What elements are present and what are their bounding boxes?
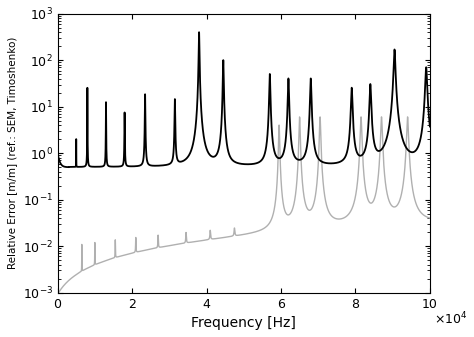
Text: $\times 10^4$: $\times 10^4$ (434, 311, 467, 327)
Y-axis label: Relative Error [m/m] (ref.: SEM, Timoshenko): Relative Error [m/m] (ref.: SEM, Timoshe… (7, 37, 17, 269)
X-axis label: Frequency [Hz]: Frequency [Hz] (191, 316, 296, 330)
